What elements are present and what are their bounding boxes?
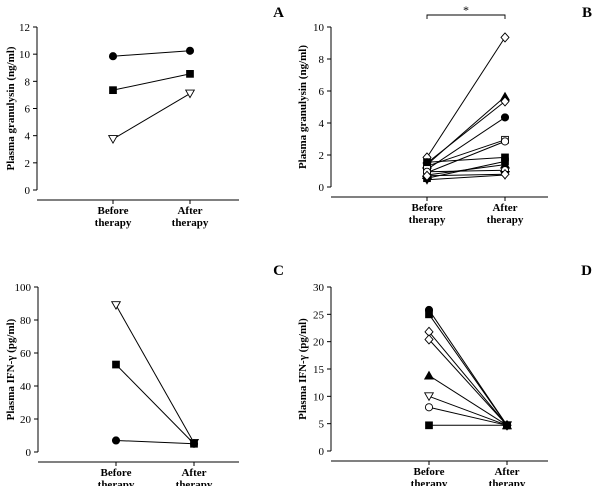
data-point	[110, 301, 122, 311]
y-tick-label: 6	[319, 86, 325, 98]
series-line	[426, 173, 506, 177]
series-line	[428, 406, 508, 426]
y-tick-label: 20	[20, 414, 32, 426]
y-tick-label: 4	[25, 131, 31, 143]
data-point	[424, 334, 434, 345]
data-point	[108, 52, 118, 61]
y-tick-label: 0	[319, 446, 325, 458]
y-tick-label: 4	[319, 118, 325, 130]
x-tick-label: Before therapy	[411, 466, 448, 486]
series-line	[426, 140, 506, 174]
data-point	[189, 439, 199, 448]
series-line	[428, 395, 508, 426]
x-tick-label: Before therapy	[409, 202, 446, 226]
data-point	[423, 370, 435, 380]
data-point	[111, 436, 121, 445]
series-line	[426, 156, 506, 163]
y-axis-label: Plasma IFN-γ (pg/ml)	[5, 318, 17, 420]
y-tick-label: 12	[19, 22, 30, 34]
x-tick-label: Before therapy	[95, 205, 132, 229]
series-line	[426, 101, 506, 164]
y-tick-label: 0	[26, 447, 32, 459]
chart-panel-b: 0 2 4 6 8 10 Before therapy After therapy Plasma g…	[297, 3, 592, 226]
y-tick-label: 10	[313, 391, 325, 403]
y-tick-label: 2	[319, 150, 325, 162]
y-tick-label: 40	[20, 381, 32, 393]
data-point	[184, 89, 196, 99]
series-line	[426, 116, 506, 170]
y-tick-label: 6	[25, 104, 31, 116]
chart-panel-a: 0 2 4 6 8 10 12 Before therapy After therapy Plasma…	[5, 5, 284, 229]
series-line	[426, 174, 506, 181]
series-line	[115, 304, 195, 444]
panel-label: A	[273, 5, 284, 21]
y-tick-label: 100	[15, 282, 32, 294]
data-point	[112, 360, 120, 369]
y-tick-label: 25	[313, 309, 325, 321]
series-line	[428, 314, 508, 426]
data-point	[500, 32, 510, 43]
y-tick-label: 2	[25, 158, 31, 170]
data-point	[107, 135, 119, 144]
y-tick-label: 5	[319, 419, 325, 431]
series-line	[115, 439, 195, 445]
significance-bracket	[426, 14, 506, 19]
data-point	[500, 137, 510, 146]
series-line	[426, 164, 506, 176]
panel-label: D	[581, 263, 592, 279]
data-point	[109, 86, 117, 95]
data-point	[500, 169, 510, 180]
series-line	[115, 364, 195, 445]
x-tick-label: Before therapy	[98, 467, 135, 486]
panel-label: B	[582, 5, 592, 21]
data-point	[185, 46, 195, 55]
y-tick-label: 20	[313, 337, 325, 349]
data-point	[422, 170, 432, 181]
series-line	[428, 331, 508, 426]
panel-label: C	[273, 263, 284, 279]
y-tick-label: 0	[25, 185, 31, 197]
chart-panel-c: 0 20 40 60 80 100 Before therapy After therapy Pla…	[5, 263, 284, 486]
y-axis-label: Plasma granulysin (ng/ml)	[5, 46, 17, 170]
y-tick-label: 8	[319, 54, 325, 66]
series-line	[426, 169, 506, 173]
data-point	[186, 70, 194, 78]
x-tick-label: After therapy	[487, 202, 524, 226]
series-line	[428, 375, 508, 426]
y-axis-label: Plasma IFN-γ (pg/ml)	[297, 318, 309, 420]
y-tick-label: 0	[319, 182, 325, 194]
data-point	[425, 421, 433, 430]
data-point	[424, 403, 434, 412]
data-point	[503, 421, 511, 430]
chart-panel-d: 0 5 10 15 20 25 30 Before therapy After therapy Pla…	[297, 263, 592, 486]
y-tick-label: 10	[313, 22, 325, 34]
y-tick-label: 60	[20, 348, 32, 360]
y-tick-label: 8	[25, 76, 31, 88]
data-point	[423, 158, 431, 167]
series-line	[112, 50, 191, 57]
data-point	[425, 310, 433, 319]
series-line	[426, 37, 506, 158]
x-tick-label: After therapy	[172, 205, 209, 229]
x-tick-label: After therapy	[176, 467, 213, 486]
y-tick-label: 10	[19, 49, 31, 61]
series-line	[428, 339, 508, 426]
data-point	[500, 113, 510, 122]
series-line	[112, 73, 191, 91]
y-tick-label: 30	[313, 282, 325, 294]
data-point	[423, 392, 435, 402]
series-line	[426, 96, 506, 165]
series-line	[112, 93, 191, 140]
x-tick-label: After therapy	[489, 466, 526, 486]
y-tick-label: 15	[313, 364, 325, 376]
significance-label: *	[463, 3, 469, 17]
y-tick-label: 80	[20, 315, 32, 327]
data-point	[500, 96, 510, 107]
y-axis-label: Plasma granulysin (ng/ml)	[297, 45, 309, 169]
